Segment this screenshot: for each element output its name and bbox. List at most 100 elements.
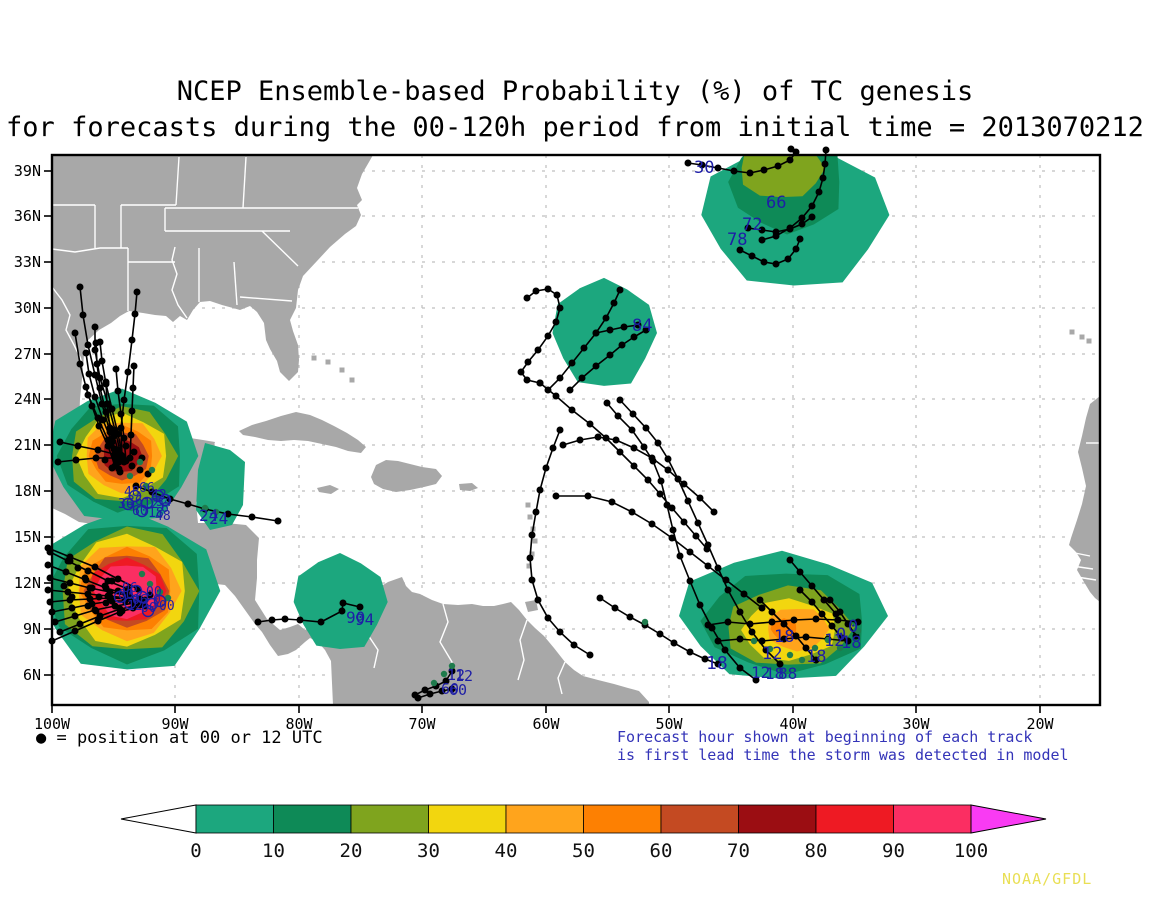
position-dot xyxy=(106,441,114,449)
forecast-hour-label: 06 xyxy=(132,593,148,608)
forecast-hour-label: 00 xyxy=(118,588,134,603)
position-dot xyxy=(611,604,619,612)
forecast-hour-label: 24 xyxy=(199,506,218,525)
storm-track xyxy=(126,362,138,462)
position-dot xyxy=(603,399,611,407)
position-dot xyxy=(552,318,560,326)
position-dot xyxy=(606,326,614,334)
island-speck xyxy=(527,514,533,520)
position-dot xyxy=(694,519,702,527)
position-dot xyxy=(133,288,141,296)
position-dot xyxy=(84,567,92,575)
position-dot xyxy=(736,635,744,643)
position-dot xyxy=(84,341,92,349)
genesis-dot xyxy=(148,466,156,474)
position-dot xyxy=(768,618,776,626)
position-dot xyxy=(66,557,74,565)
position-dot xyxy=(828,622,836,630)
position-dot xyxy=(710,508,718,516)
position-dot xyxy=(426,690,434,698)
colorbar-swatch xyxy=(893,804,972,834)
colorbar-swatch xyxy=(428,804,507,834)
forecast-hour-label: 30 xyxy=(694,158,714,178)
position-dot xyxy=(616,396,624,404)
position-dot xyxy=(852,632,860,640)
storm-track xyxy=(736,235,804,268)
colorbar-tick-label: 20 xyxy=(340,840,363,862)
position-dot xyxy=(76,283,84,291)
position-dot xyxy=(821,160,829,168)
position-dot xyxy=(103,400,111,408)
forecast-hour-label: 6 xyxy=(161,501,169,516)
position-dot xyxy=(536,379,544,387)
forecast-hour-label: 88 xyxy=(778,664,797,683)
position-dot xyxy=(680,518,688,526)
forecast-hour-label: 18 xyxy=(774,627,794,647)
position-dot xyxy=(106,593,114,601)
forecast-hour-label: 0 xyxy=(153,593,161,608)
landmass xyxy=(459,483,478,491)
forecast-hour-label: 24 xyxy=(209,509,228,528)
position-dot xyxy=(566,386,574,394)
genesis-dot xyxy=(750,637,758,645)
position-dot xyxy=(668,534,676,542)
genesis-dot xyxy=(448,662,456,670)
forecast-hour-label: 18 xyxy=(841,633,861,653)
position-dot xyxy=(722,576,730,584)
position-dot xyxy=(680,480,688,488)
position-dot xyxy=(752,676,760,684)
position-dot xyxy=(786,225,794,233)
position-dot xyxy=(124,368,132,376)
colorbar-tick-label: 100 xyxy=(954,840,988,862)
position-dot xyxy=(88,584,96,592)
position-dot xyxy=(786,556,794,564)
page-subtitle: for forecasts during the 00-120h period … xyxy=(6,112,1144,143)
forecast-note-line2: is first lead time the storm was detecte… xyxy=(617,746,1069,764)
position-dot xyxy=(854,618,862,626)
hour-scribble-ring xyxy=(129,584,143,598)
storm-track xyxy=(526,426,594,659)
position-dot xyxy=(114,575,122,583)
position-dot xyxy=(798,220,806,228)
position-dot xyxy=(85,370,93,378)
storm-track xyxy=(596,594,722,668)
position-dot xyxy=(126,454,134,462)
position-dot xyxy=(51,618,59,626)
position-dot xyxy=(748,628,756,636)
colorbar-tick-label: 50 xyxy=(572,840,595,862)
position-dot xyxy=(714,564,722,572)
position-dot xyxy=(68,593,76,601)
position-dot xyxy=(76,360,84,368)
position-dot xyxy=(44,586,52,594)
position-dot xyxy=(748,252,756,260)
position-dot xyxy=(698,161,706,169)
position-dot xyxy=(626,613,634,621)
position-dot xyxy=(798,214,806,222)
storm-track xyxy=(566,326,650,394)
position-dot xyxy=(532,508,540,516)
island-speck xyxy=(529,551,535,557)
landmass xyxy=(1069,396,1100,602)
forecast-hour-label: 06 xyxy=(122,581,138,596)
hour-scribble-ring xyxy=(113,590,127,604)
position-dot xyxy=(670,639,678,647)
lat-tick-label: 24N xyxy=(14,390,41,408)
storm-track xyxy=(758,146,830,244)
forecast-hour-label: 66 xyxy=(766,193,786,213)
genesis-dot xyxy=(854,627,862,635)
island-speck xyxy=(349,377,355,383)
position-dot xyxy=(71,627,79,635)
forecast-hour-label: 18 xyxy=(806,647,826,667)
storm-track xyxy=(117,288,141,460)
colorbar-swatch xyxy=(505,804,584,834)
island-speck xyxy=(1069,329,1075,335)
position-dot xyxy=(79,311,87,319)
position-dot xyxy=(128,407,136,415)
position-dot xyxy=(66,579,74,587)
position-dot xyxy=(95,422,103,430)
colorbar-swatch xyxy=(583,804,662,834)
position-dot xyxy=(630,333,638,341)
genesis-dot xyxy=(201,504,209,512)
position-dot xyxy=(44,561,52,569)
position-dot xyxy=(421,686,429,694)
